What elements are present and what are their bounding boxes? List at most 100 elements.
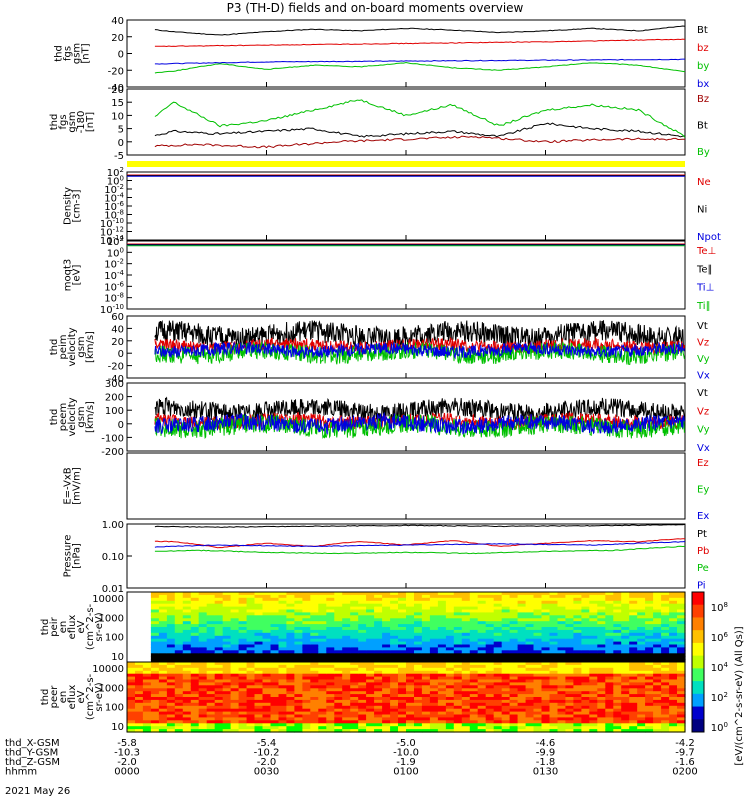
heatmap-cell bbox=[390, 597, 399, 602]
heatmap-cell bbox=[230, 603, 240, 608]
heatmap-cell bbox=[533, 667, 543, 672]
heatmap-cell bbox=[653, 635, 662, 640]
heatmap-cell bbox=[398, 705, 407, 710]
heatmap-cell bbox=[414, 629, 423, 634]
heatmap-cell bbox=[302, 702, 311, 707]
heatmap-cell bbox=[637, 656, 646, 660]
heatmap-cell bbox=[677, 594, 686, 599]
heatmap-cell bbox=[334, 720, 343, 724]
heatmap-cell bbox=[214, 723, 224, 727]
legend-ti∥: Ti∥ bbox=[696, 301, 711, 312]
heatmap-cell bbox=[374, 650, 383, 654]
heatmap-cell bbox=[406, 729, 415, 733]
heatmap-cell bbox=[621, 638, 630, 643]
heatmap-cell bbox=[589, 670, 598, 675]
heatmap-cell bbox=[485, 600, 495, 605]
heatmap-cell bbox=[453, 621, 463, 625]
heatmap-cell bbox=[206, 609, 216, 613]
heatmap-cell bbox=[613, 694, 622, 698]
heatmap-cell bbox=[549, 600, 559, 605]
heatmap-cell bbox=[182, 720, 192, 724]
y-tick-label: 1.00 bbox=[102, 520, 124, 531]
heatmap-cell bbox=[469, 723, 479, 727]
heatmap-cell bbox=[398, 641, 407, 646]
heatmap-cell bbox=[182, 723, 192, 727]
heatmap-cell bbox=[429, 647, 439, 651]
heatmap-cell bbox=[374, 647, 383, 651]
heatmap-cell bbox=[517, 688, 527, 692]
heatmap-cell bbox=[222, 694, 232, 698]
heatmap-cell bbox=[150, 621, 160, 625]
heatmap-cell bbox=[398, 729, 407, 733]
heatmap-cell bbox=[206, 705, 216, 710]
heatmap-cell bbox=[429, 720, 439, 724]
heatmap-cell bbox=[238, 682, 248, 686]
heatmap-cell bbox=[230, 729, 240, 733]
heatmap-cell bbox=[557, 656, 567, 660]
heatmap-cell bbox=[485, 662, 495, 666]
heatmap-cell bbox=[533, 600, 543, 605]
heatmap-cell bbox=[166, 729, 176, 733]
heatmap-cell bbox=[270, 708, 280, 713]
heatmap-cell bbox=[206, 650, 216, 654]
heatmap-cell bbox=[230, 612, 240, 616]
heatmap-cell bbox=[653, 612, 662, 616]
heatmap-cell bbox=[597, 670, 606, 675]
heatmap-cell bbox=[342, 708, 351, 713]
heatmap-cell bbox=[629, 673, 638, 678]
heatmap-cell bbox=[294, 682, 303, 686]
heatmap-cell bbox=[677, 647, 686, 651]
heatmap-cell bbox=[358, 697, 367, 701]
heatmap-cell bbox=[605, 667, 614, 672]
heatmap-cell bbox=[286, 688, 295, 692]
heatmap-cell bbox=[390, 697, 399, 701]
heatmap-cell bbox=[629, 656, 638, 660]
heatmap-cell bbox=[318, 632, 327, 637]
heatmap-cell bbox=[661, 644, 670, 648]
heatmap-cell bbox=[621, 609, 630, 613]
heatmap-cell bbox=[605, 699, 614, 704]
heatmap-cell bbox=[135, 670, 144, 675]
heatmap-cell bbox=[127, 627, 136, 631]
heatmap-cell bbox=[445, 723, 455, 727]
heatmap-cell bbox=[597, 600, 606, 605]
heatmap-cell bbox=[581, 705, 590, 710]
heatmap-cell bbox=[198, 627, 208, 631]
heatmap-cell bbox=[509, 603, 519, 608]
heatmap-cell bbox=[541, 699, 551, 704]
heatmap-cell bbox=[645, 682, 654, 686]
heatmap-cell bbox=[517, 670, 527, 675]
heatmap-cell bbox=[581, 650, 590, 654]
heatmap-cell bbox=[445, 612, 455, 616]
heatmap-cell bbox=[190, 594, 200, 599]
heatmap-cell bbox=[150, 632, 160, 637]
heatmap-cell bbox=[342, 720, 351, 724]
heatmap-cell bbox=[326, 629, 335, 634]
heatmap-cell bbox=[342, 644, 351, 648]
heatmap-cell bbox=[509, 618, 519, 622]
heatmap-cell bbox=[669, 592, 678, 596]
heatmap-cell bbox=[581, 659, 590, 663]
heatmap-cell bbox=[190, 711, 200, 716]
heatmap-cell bbox=[254, 635, 264, 640]
heatmap-cell bbox=[390, 615, 399, 619]
heatmap-cell bbox=[310, 621, 319, 625]
heatmap-cell bbox=[637, 694, 646, 698]
heatmap-cell bbox=[406, 638, 415, 643]
heatmap-cell bbox=[390, 694, 399, 698]
heatmap-cell bbox=[517, 717, 527, 721]
heatmap-cell bbox=[238, 647, 248, 651]
heatmap-cell bbox=[453, 644, 463, 648]
heatmap-cell bbox=[150, 685, 160, 689]
heatmap-cell bbox=[549, 624, 559, 628]
heatmap-cell bbox=[637, 647, 646, 651]
heatmap-cell bbox=[565, 694, 574, 698]
heatmap-cell bbox=[525, 729, 535, 733]
heatmap-cell bbox=[621, 603, 630, 608]
heatmap-cell bbox=[661, 705, 670, 710]
heatmap-cell bbox=[549, 711, 559, 716]
heatmap-cell bbox=[533, 717, 543, 721]
heatmap-cell bbox=[342, 664, 351, 669]
heatmap-cell bbox=[278, 659, 288, 663]
heatmap-cell bbox=[485, 723, 495, 727]
